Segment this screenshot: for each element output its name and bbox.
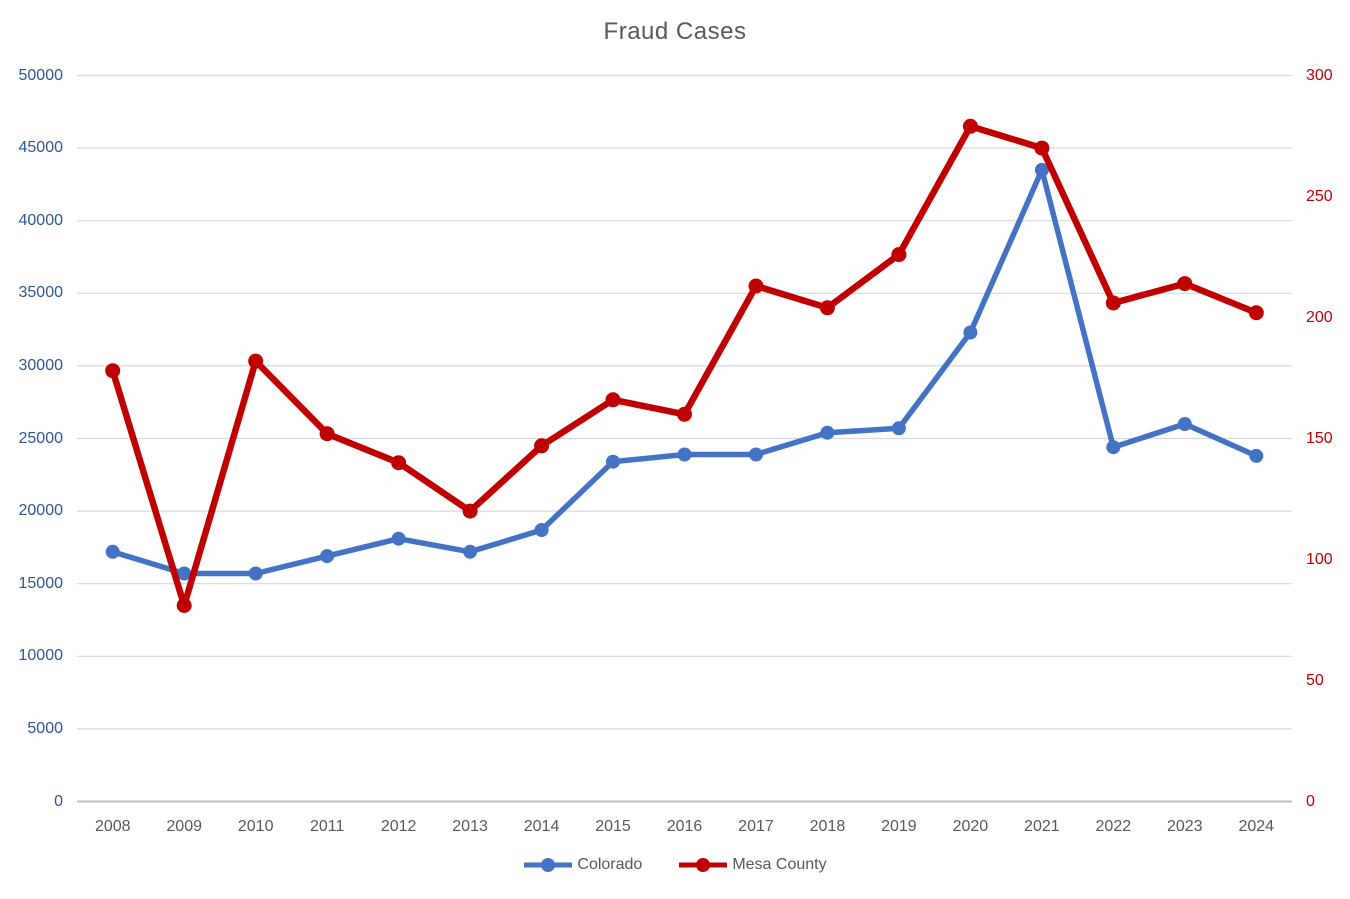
colorado-point-2010 — [248, 566, 263, 581]
mesa-county-point-2017 — [748, 278, 764, 294]
x-axis-tick-2013: 2013 — [452, 818, 488, 835]
mesa-county-point-2019 — [891, 247, 907, 263]
colorado-series-line — [109, 167, 1260, 577]
left-axis-tick-50000: 50000 — [18, 66, 64, 84]
mesa-county-point-2008 — [105, 363, 121, 379]
x-axis-tick-2011: 2011 — [309, 818, 345, 835]
colorado-point-2008 — [105, 544, 120, 559]
right-axis-tick-50: 50 — [1306, 671, 1324, 689]
mesa-county-point-2011 — [319, 426, 335, 442]
mesa-county-point-2010 — [248, 353, 264, 369]
x-axis-tick-2019: 2019 — [881, 818, 917, 835]
colorado-point-2022 — [1106, 440, 1121, 455]
legend: Colorado Mesa County — [0, 856, 1350, 874]
x-axis-tick-2010: 2010 — [237, 818, 274, 835]
colorado-point-2012 — [391, 531, 406, 546]
legend-label-colorado: Colorado — [577, 856, 643, 873]
x-axis-tick-2009: 2009 — [166, 818, 202, 835]
colorado-point-2018 — [820, 425, 835, 440]
mesa-county-point-2016 — [677, 406, 692, 422]
mesa-county-point-2022 — [1105, 295, 1121, 311]
legend-item-colorado: Colorado — [523, 856, 642, 874]
legend-label-mesa-county: Mesa County — [732, 856, 827, 873]
colorado-point-2009 — [177, 566, 192, 581]
left-axis-tick-45000: 45000 — [18, 139, 64, 157]
x-axis-tick-2018: 2018 — [809, 818, 846, 835]
x-axis-tick-2015: 2015 — [595, 818, 631, 835]
x-axis-tick-2022: 2022 — [1095, 818, 1132, 835]
left-axis-tick-15000: 15000 — [18, 574, 64, 592]
mesa-county-point-2020 — [962, 118, 978, 134]
colorado-point-2015 — [606, 454, 620, 469]
colorado-point-2023 — [1177, 417, 1192, 431]
left-axis-tick-25000: 25000 — [18, 429, 64, 447]
right-axis-tick-300: 300 — [1306, 66, 1333, 84]
colorado-point-2024 — [1249, 448, 1264, 463]
mesa-county-point-2014 — [534, 438, 550, 454]
mesa-county-point-2009 — [176, 598, 192, 613]
colorado-legend-marker-icon — [524, 858, 573, 872]
gridlines — [77, 74, 1292, 803]
x-axis-tick-2017: 2017 — [738, 818, 774, 835]
left-axis-tick-10000: 10000 — [18, 647, 64, 665]
colorado-point-2013 — [463, 544, 478, 559]
right-axis-tick-250: 250 — [1306, 187, 1333, 205]
legend-item-mesa-county: Mesa County — [678, 856, 827, 874]
right-axis-tick-150: 150 — [1306, 429, 1333, 447]
mesa-county-point-2018 — [819, 300, 835, 316]
colorado-point-2016 — [677, 447, 692, 462]
colorado-point-2021 — [1034, 162, 1049, 177]
colorado-point-2020 — [963, 325, 978, 340]
left-axis-tick-0: 0 — [54, 792, 63, 810]
mesa-county-point-2021 — [1034, 140, 1050, 156]
colorado-point-2011 — [320, 549, 335, 564]
right-axis-tick-100: 100 — [1306, 550, 1333, 568]
left-axis-tick-20000: 20000 — [18, 502, 64, 520]
mesa-county-point-2024 — [1248, 305, 1264, 321]
mesa-county-point-2015 — [605, 392, 621, 408]
x-axis-tick-2014: 2014 — [523, 818, 560, 835]
mesa-county-point-2013 — [462, 503, 478, 519]
mesa-county-point-2012 — [391, 455, 407, 471]
mesa-county-legend-marker-icon — [679, 858, 728, 872]
x-axis-tick-2008: 2008 — [94, 818, 131, 835]
left-axis-tick-5000: 5000 — [27, 719, 63, 737]
x-axis-tick-2020: 2020 — [952, 818, 989, 835]
x-axis-tick-2023: 2023 — [1166, 818, 1203, 835]
x-axis-tick-2016: 2016 — [666, 818, 703, 835]
colorado-point-2014 — [534, 523, 549, 537]
left-axis-tick-40000: 40000 — [18, 211, 64, 229]
right-axis-tick-0: 0 — [1306, 792, 1315, 810]
chart-title: Fraud Cases — [603, 18, 747, 45]
x-axis-tick-2021: 2021 — [1024, 818, 1060, 835]
colorado-point-2017 — [749, 447, 763, 462]
colorado-point-2019 — [891, 421, 906, 436]
data-series — [105, 118, 1264, 613]
right-axis-tick-200: 200 — [1306, 308, 1333, 326]
left-axis-tick-30000: 30000 — [18, 356, 64, 374]
mesa-county-point-2023 — [1177, 276, 1193, 292]
x-axis-tick-2012: 2012 — [380, 818, 417, 835]
left-axis-tick-35000: 35000 — [18, 284, 64, 302]
x-axis-tick-2024: 2024 — [1238, 818, 1275, 835]
